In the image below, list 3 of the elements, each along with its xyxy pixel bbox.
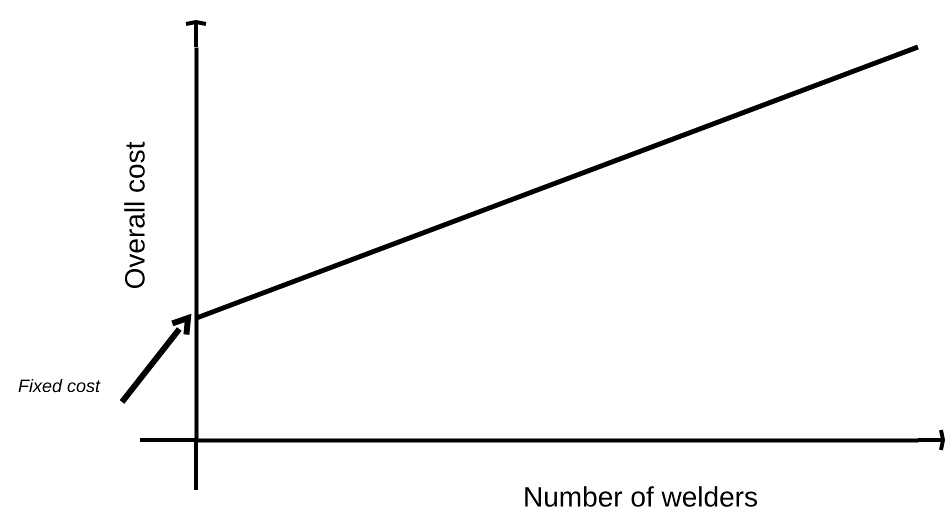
y-axis-title: Overall cost — [120, 141, 150, 290]
x-axis-title: Number of welders — [523, 482, 758, 512]
annotation: Fixed cost — [18, 376, 100, 397]
